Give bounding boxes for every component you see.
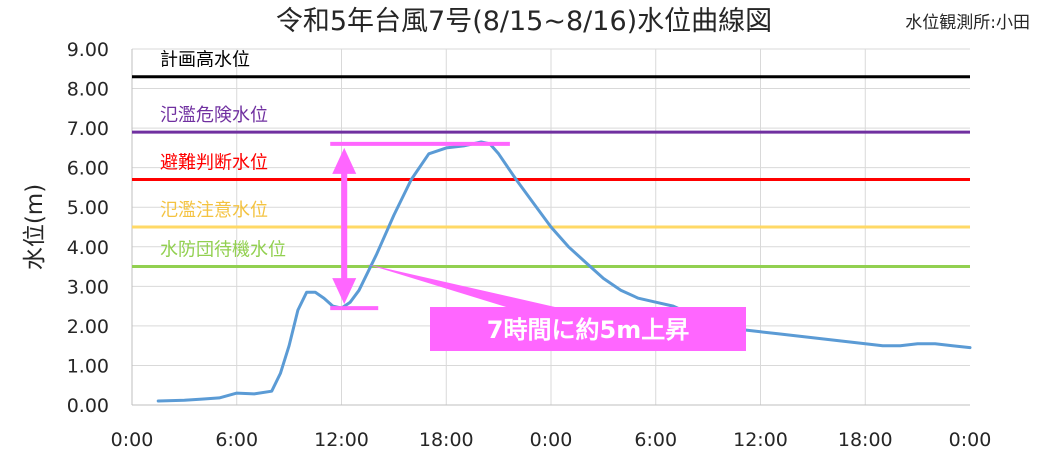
y-tick-label: 7.00 [67, 118, 109, 140]
station-label: 水位観測所:小田 [905, 13, 1030, 33]
x-tick-label: 0:00 [111, 429, 154, 451]
annotation-text: 7時間に約5m上昇 [487, 316, 689, 344]
reference-label: 避難判断水位 [160, 153, 268, 174]
x-tick-label: 6:00 [634, 429, 677, 451]
chart-title: 令和5年台風7号(8/15~8/16)水位曲線図 [276, 6, 772, 37]
reference-label: 計画高水位 [160, 50, 250, 71]
y-tick-label: 6.00 [67, 158, 109, 180]
x-tick-label: 0:00 [530, 429, 573, 451]
reference-label: 氾濫危険水位 [160, 105, 268, 126]
rise-arrow-head-up [332, 147, 357, 174]
x-tick-label: 12:00 [314, 429, 369, 451]
x-tick-label: 6:00 [215, 429, 258, 451]
y-tick-label: 1.00 [67, 355, 109, 377]
x-tick-label: 18:00 [838, 429, 893, 451]
x-tick-label: 0:00 [949, 429, 992, 451]
annotation-box [430, 307, 746, 351]
y-tick-label: 3.00 [67, 276, 109, 298]
reference-label: 水防団待機水位 [160, 240, 286, 261]
reference-label: 氾濫注意水位 [160, 200, 268, 221]
y-tick-label: 9.00 [67, 39, 109, 61]
y-tick-label: 5.00 [67, 197, 109, 219]
annotation-pointer [366, 264, 555, 322]
x-tick-label: 12:00 [733, 429, 788, 451]
y-tick-label: 2.00 [67, 316, 109, 338]
y-tick-label: 8.00 [67, 79, 109, 101]
y-tick-label: 4.00 [67, 237, 109, 259]
y-axis-label: 水位(m) [22, 184, 48, 270]
water-level-line [156, 140, 972, 403]
x-tick-label: 18:00 [419, 429, 474, 451]
y-tick-label: 0.00 [67, 395, 109, 417]
rise-arrow-head-down [332, 278, 357, 305]
